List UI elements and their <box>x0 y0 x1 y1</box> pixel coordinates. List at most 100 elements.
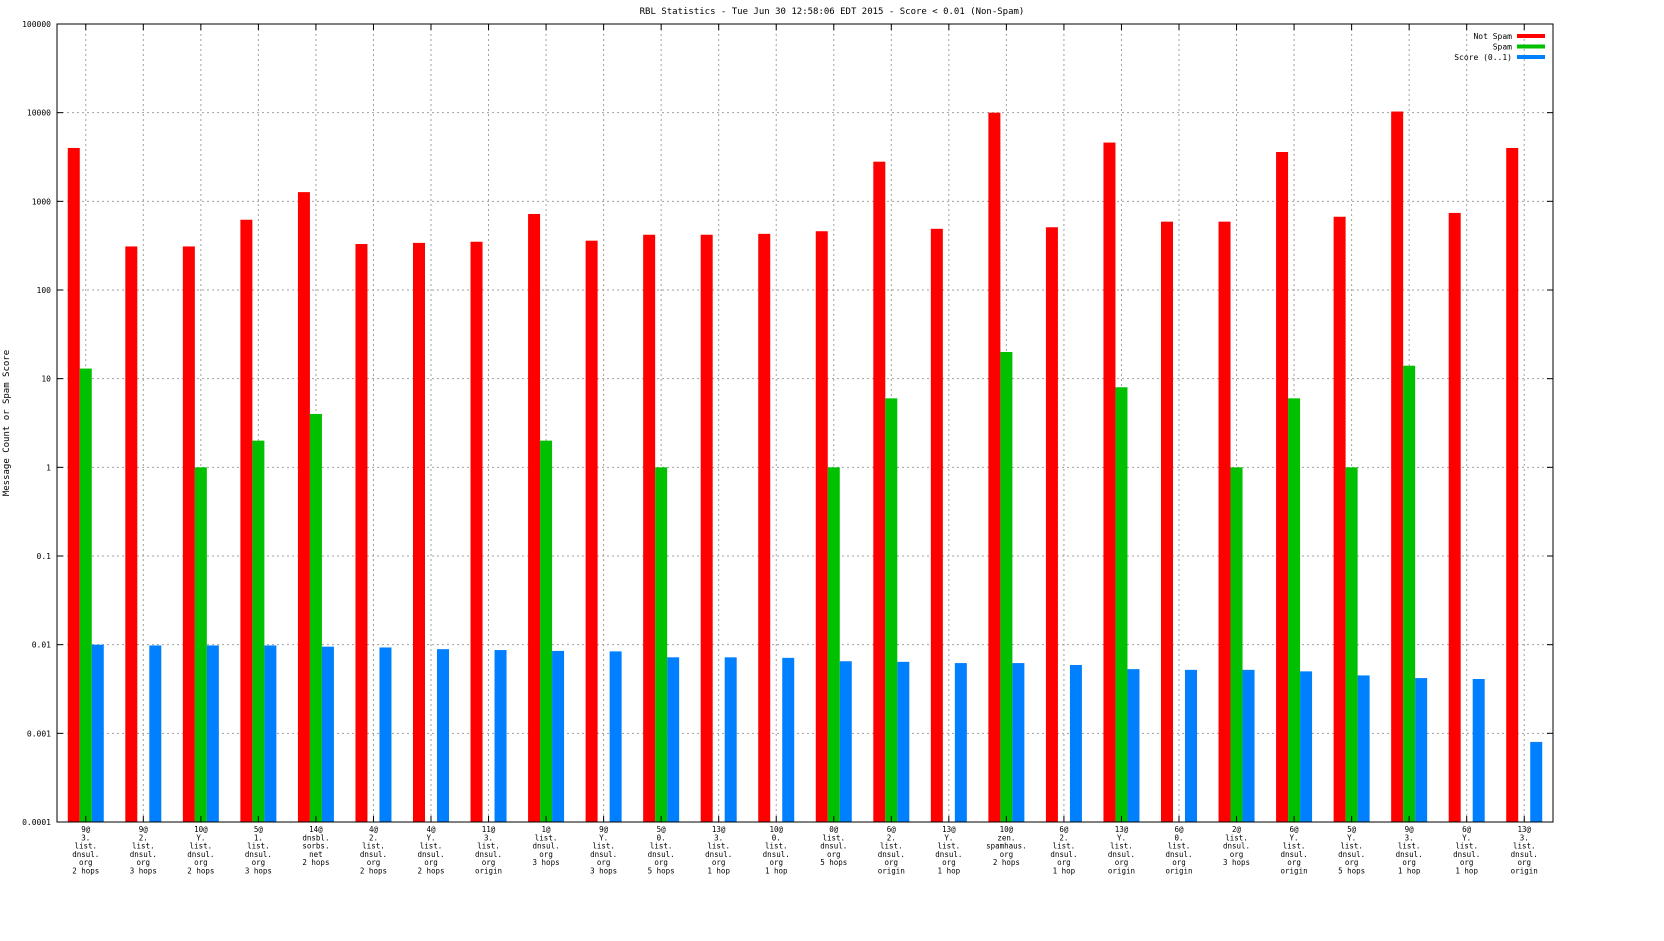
bar-spam <box>1288 398 1301 822</box>
axes <box>56 23 1554 823</box>
x-tick-label: 10@ Y. list. dnsul. org 2 hops <box>187 825 214 876</box>
x-tick-label: 6@ Y. list. dnsul. org origin <box>1281 825 1308 876</box>
bar-spam <box>1230 467 1243 822</box>
bar-score-0-1- <box>667 657 680 822</box>
bar-not-spam <box>297 192 310 823</box>
y-tick-label: 10000 <box>27 109 51 118</box>
x-tick-label: 5@ 0. list. dnsul. org 5 hops <box>648 825 675 876</box>
bar-not-spam <box>700 234 713 823</box>
bar-score-0-1- <box>1012 663 1025 822</box>
y-tick-label: 0.0001 <box>22 818 51 827</box>
bar-score-0-1- <box>379 647 392 822</box>
bar-not-spam <box>413 242 425 822</box>
legend-swatch <box>1517 55 1545 59</box>
bar-not-spam <box>758 233 771 822</box>
x-tick-label: 9@ Y. list. dnsul. org 3 hops <box>590 825 617 876</box>
x-tick-label: 10@ 0. list. dnsul. org 1 hop <box>763 825 790 876</box>
plot-border <box>56 23 1554 823</box>
x-tick-label: 4@ Y. list. dnsul. org 2 hops <box>417 825 444 876</box>
bar-spam <box>79 368 92 822</box>
bar-score-0-1- <box>206 645 219 822</box>
bar-score-0-1- <box>1300 671 1313 822</box>
bar-not-spam <box>1448 212 1461 823</box>
x-tick-label: 13@ Y. list. dnsul. org origin <box>1108 825 1135 876</box>
bar-score-0-1- <box>1127 669 1140 822</box>
bar-score-0-1- <box>321 646 334 822</box>
x-tick-label: 13@ 3. list. dnsul. org 1 hop <box>705 825 732 876</box>
bar-not-spam <box>643 234 656 823</box>
bar-not-spam <box>930 228 943 822</box>
bar-score-0-1- <box>91 644 104 822</box>
bar-score-0-1- <box>552 650 565 822</box>
bar-not-spam <box>873 161 886 823</box>
bar-score-0-1- <box>1185 669 1197 822</box>
bar-spam <box>1115 387 1128 822</box>
bar-score-0-1- <box>264 645 277 822</box>
bar-spam <box>1403 365 1416 822</box>
bar-not-spam <box>988 112 1001 822</box>
y-tick-label: 100000 <box>22 20 51 29</box>
bar-not-spam <box>1045 227 1058 823</box>
legend-swatch <box>1517 44 1545 49</box>
bar-score-0-1- <box>437 649 449 822</box>
bar-not-spam <box>1218 221 1231 822</box>
bar-score-0-1- <box>1472 678 1485 822</box>
bar-score-0-1- <box>897 661 910 822</box>
bar-not-spam <box>585 240 598 823</box>
x-tick-label: 5@ Y. list. dnsul. org 5 hops <box>1338 825 1365 876</box>
x-tick-label: 9@ 3. list. dnsul. org 1 hop <box>1396 825 1423 876</box>
y-tick-label: 0.01 <box>32 641 51 650</box>
bar-not-spam <box>1506 147 1519 822</box>
bar-not-spam <box>470 241 483 823</box>
y-tick-label: 1 <box>46 463 51 472</box>
x-tick-label: 6@ Y. list. dnsul. org 1 hop <box>1453 825 1480 876</box>
x-tick-label: 13@ 3. list. dnsul. org origin <box>1511 825 1538 876</box>
bar-not-spam <box>182 246 195 822</box>
bar-spam <box>827 467 840 822</box>
y-tick-label: 0.1 <box>37 552 52 561</box>
y-tick-label: 10 <box>41 375 51 384</box>
bar-not-spam <box>815 231 828 822</box>
x-tick-label: 14@ dnsbl. sorbs. net 2 hops <box>302 825 329 867</box>
bar-not-spam <box>1161 221 1173 822</box>
bar-score-0-1- <box>149 645 162 822</box>
bar-score-0-1- <box>1415 678 1428 822</box>
bar-spam <box>885 398 898 822</box>
y-axis-label: Message Count or Spam Score <box>2 350 12 496</box>
bar-spam <box>655 467 668 822</box>
bar-spam <box>309 413 322 822</box>
bar-spam <box>540 440 553 822</box>
bar-spam <box>1345 467 1358 822</box>
x-tick-label: 11@ 3. list. dnsul. org origin <box>475 825 502 876</box>
legend-label: Spam <box>1493 43 1512 52</box>
x-tick-label: 1@ list. dnsul. org 3 hops <box>533 825 560 867</box>
tick-labels: 0.0001 0.001 0.01 0.1 1 10 100 1000 10000 100000 9… <box>22 20 1538 876</box>
bars <box>67 111 1543 823</box>
x-tick-label: 10@ zen. spamhaus. org 2 hops <box>986 825 1027 867</box>
x-tick-label: 13@ Y. list. dnsul. org 1 hop <box>935 825 962 876</box>
bar-score-0-1- <box>782 657 795 822</box>
x-tick-label: 9@ 2. list. dnsul. org 3 hops <box>130 825 157 876</box>
bar-spam <box>252 440 265 822</box>
bar-score-0-1- <box>1069 664 1082 822</box>
bar-spam <box>1000 351 1013 822</box>
bar-not-spam <box>1276 152 1289 823</box>
legend-swatch <box>1517 34 1545 38</box>
y-tick-label: 0.001 <box>27 729 51 738</box>
bar-score-0-1- <box>724 657 737 822</box>
x-tick-label: 0@ list. dnsul. org 5 hops <box>820 825 847 867</box>
bar-not-spam <box>1333 216 1346 822</box>
x-tick-label: 2@ list. dnsul. org 3 hops <box>1223 825 1250 867</box>
bar-not-spam <box>528 213 541 823</box>
bar-score-0-1- <box>839 661 852 822</box>
x-tick-label: 9@ 3. list. dnsul. org 2 hops <box>72 825 99 876</box>
y-tick-label: 100 <box>37 286 52 295</box>
bar-score-0-1- <box>494 650 507 822</box>
bar-not-spam <box>1391 111 1404 822</box>
x-tick-label: 4@ 2. list. dnsul. org 2 hops <box>360 825 387 876</box>
x-tick-label: 5@ 1. list. dnsul. org 3 hops <box>245 825 272 876</box>
bar-score-0-1- <box>1357 675 1370 822</box>
